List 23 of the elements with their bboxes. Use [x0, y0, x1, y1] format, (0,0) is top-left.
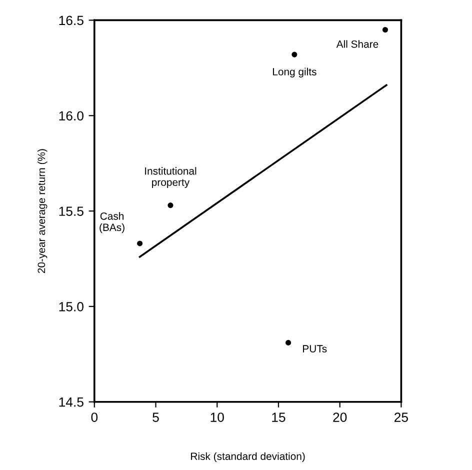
- annotation: Long gilts: [272, 68, 316, 78]
- point: [286, 340, 292, 346]
- annotation: All Share: [336, 40, 378, 48]
- point: [382, 26, 388, 33]
- y-tick-label: 16.5: [59, 16, 84, 26]
- x-tick-label: 5: [152, 412, 159, 422]
- annotation: Cash (BAs): [100, 212, 124, 234]
- x-tick-label: 15: [272, 412, 286, 422]
- x-tick-label: 25: [394, 412, 408, 422]
- point: [292, 52, 298, 58]
- y-tick-label: 14.5: [59, 398, 84, 407]
- annotation: PUTs: [303, 345, 327, 352]
- y-tick-label: 15.0: [59, 302, 84, 312]
- x-tick-label: 0: [91, 412, 98, 422]
- x-tick-label: 20: [333, 412, 347, 422]
- y-axis-title: 20-year average return (%): [37, 149, 48, 274]
- annotation: Institutional property: [145, 167, 196, 188]
- y-tick-label: 16.0: [59, 111, 84, 121]
- y-tick-label: 15.5: [59, 206, 84, 216]
- point: [137, 240, 143, 246]
- x-tick-label: 10: [210, 412, 224, 422]
- x-axis-title: Risk (standard deviation): [191, 452, 305, 462]
- point: [168, 202, 174, 208]
